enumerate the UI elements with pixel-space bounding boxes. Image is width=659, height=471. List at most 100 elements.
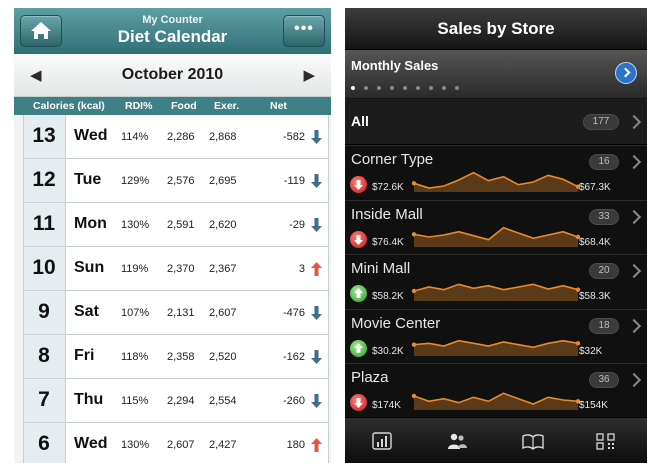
sparkline-line [413, 392, 579, 405]
rdi-value: 118% [121, 351, 149, 363]
date-number: 7 [38, 388, 50, 411]
sparkline-end-point [575, 234, 581, 239]
diet-header: My Counter Diet Calendar ••• [14, 8, 331, 54]
store-name: Plaza [351, 369, 389, 386]
page-dot[interactable] [364, 86, 368, 90]
sparkline-start-point [411, 231, 417, 237]
tab-people[interactable] [445, 431, 469, 451]
sparkline-line [413, 226, 579, 241]
page-dot[interactable] [442, 86, 446, 90]
weekday: Tue [74, 171, 102, 188]
sparkline [411, 171, 581, 192]
net-value: -162 [282, 351, 305, 363]
arrow-down-icon [311, 174, 322, 188]
food-value: 2,358 [167, 351, 195, 363]
chevron-right-icon [626, 263, 642, 279]
page-dot[interactable] [351, 86, 355, 90]
rdi-value: 107% [121, 307, 150, 319]
net-value: -476 [282, 307, 305, 319]
start-value: $174K [372, 400, 401, 411]
exercise-value: 2,695 [209, 175, 237, 187]
day-row[interactable]: 10 Sun 119% 2,370 2,367 3 [23, 247, 329, 291]
sparkline [411, 226, 581, 247]
exercise-value: 2,607 [209, 307, 237, 319]
diet-day-list: 13 Wed 114% 2,286 2,868 -582 12 Tue 129% 2,576 2,6… [23, 115, 329, 463]
day-row[interactable]: 6 Wed 130% 2,607 2,427 180 [23, 423, 329, 463]
day-row[interactable]: 9 Sat 107% 2,131 2,607 -476 [23, 291, 329, 335]
date-cell: 10 [23, 247, 66, 290]
previous-month-button[interactable]: ◀ [30, 67, 42, 84]
monthly-sales-bar[interactable]: Monthly Sales [345, 50, 647, 98]
sparkline-area [414, 172, 578, 192]
all-stores-row[interactable]: All 177 [345, 99, 647, 145]
sparkline-end-point [575, 340, 581, 346]
diet-calendar-app: My Counter Diet Calendar ••• ◀ October 2… [14, 8, 331, 463]
all-count-badge: 177 [583, 114, 619, 130]
rdi-value: 119% [121, 263, 149, 275]
sparkline [411, 392, 581, 410]
store-count-badge: 16 [589, 154, 619, 170]
page-dot[interactable] [390, 86, 394, 90]
tab-barcode[interactable] [594, 431, 618, 451]
store-name: Movie Center [351, 314, 441, 332]
more-button[interactable]: ••• [283, 15, 325, 47]
day-row[interactable]: 8 Fri 118% 2,358 2,520 -162 [23, 335, 329, 379]
tab-bar-chart[interactable] [370, 431, 394, 451]
page-dot[interactable] [403, 86, 407, 90]
date-cell: 6 [23, 423, 66, 463]
store-row[interactable]: Corner Type 16 $72.6K $67.3K [345, 145, 647, 200]
net-value: 180 [286, 439, 305, 451]
all-stores-label: All [351, 113, 369, 129]
tab-book[interactable] [521, 431, 545, 451]
store-row[interactable]: Movie Center 18 $30.2K $32K [345, 308, 647, 364]
column-calories: Calories (kcal) [33, 100, 105, 112]
sparkline-line [413, 171, 579, 189]
day-row[interactable]: 11 Mon 130% 2,591 2,620 -29 [23, 203, 329, 247]
date-number: 10 [32, 256, 56, 279]
date-number: 13 [32, 124, 56, 147]
day-row[interactable]: 7 Thu 115% 2,294 2,554 -260 [23, 379, 329, 423]
day-row[interactable]: 13 Wed 114% 2,286 2,868 -582 [23, 115, 329, 159]
month-label: October 2010 [121, 66, 224, 83]
next-arrow-icon[interactable] [615, 62, 637, 84]
net-value: -582 [282, 131, 305, 143]
trend-down-icon [350, 394, 367, 411]
rdi-value: 129% [121, 175, 150, 187]
bar-chart-icon [372, 432, 392, 450]
date-cell: 13 [23, 115, 66, 158]
exercise-value: 2,427 [209, 439, 237, 451]
next-month-button[interactable]: ▶ [303, 67, 315, 84]
weekday: Sun [74, 259, 105, 276]
sparkline-end-point [575, 184, 581, 189]
monthly-sales-label: Monthly Sales [351, 58, 439, 73]
arrow-up-icon [311, 262, 322, 276]
weekday: Fri [74, 347, 95, 364]
date-number: 12 [32, 168, 56, 191]
store-row[interactable]: Inside Mall 33 $76.4K $68.4K [345, 199, 647, 255]
trend-down-icon [350, 230, 367, 248]
sparkline-line [413, 283, 579, 292]
arrow-down-icon [311, 218, 322, 232]
page-dot[interactable] [429, 86, 433, 90]
date-cell: 12 [23, 159, 66, 202]
page-dot[interactable] [455, 86, 459, 90]
sparkline [411, 339, 581, 356]
trend-down-icon [350, 176, 367, 193]
page-dot[interactable] [377, 86, 381, 90]
exercise-value: 2,367 [209, 263, 237, 275]
page-indicator[interactable] [351, 77, 468, 95]
column-exercise: Exer. [214, 100, 240, 112]
weekday: Mon [74, 215, 107, 232]
store-row[interactable]: Mini Mall 20 $58.2K $58.3K [345, 254, 647, 309]
sparkline-area [414, 393, 578, 410]
exercise-value: 2,520 [209, 351, 237, 363]
store-row[interactable]: Plaza 36 $174K $154K [345, 363, 647, 418]
barcode-icon [596, 433, 615, 450]
page-dot[interactable] [416, 86, 420, 90]
weekday: Sat [74, 303, 99, 320]
start-value: $76.4K [372, 236, 404, 248]
home-button[interactable] [20, 15, 62, 47]
sparkline-start-point [411, 393, 417, 399]
day-row[interactable]: 12 Tue 129% 2,576 2,695 -119 [23, 159, 329, 203]
sales-header: Sales by Store [345, 8, 647, 50]
